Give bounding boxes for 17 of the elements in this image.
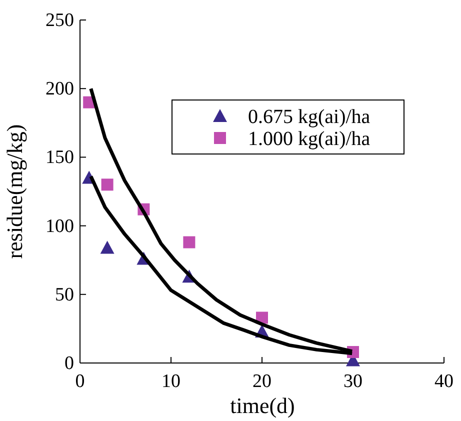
y-tick-label: 0: [64, 353, 74, 374]
y-tick-label: 200: [46, 78, 74, 100]
point: [183, 236, 196, 248]
point: [101, 178, 114, 191]
x-tick-label: 10: [162, 371, 180, 392]
point: [100, 240, 114, 254]
legend-label: 1.000 kg(ai)/ha: [248, 128, 370, 150]
y-tick-label: 250: [46, 10, 74, 31]
y-axis-title: residue(mg/kg): [2, 124, 27, 259]
x-tick-label: 20: [252, 371, 272, 392]
y-tick-label: 100: [46, 216, 74, 237]
x-tick-label: 40: [434, 371, 454, 392]
y-tick-label: 50: [55, 284, 74, 306]
x-tick-label: 30: [344, 371, 362, 392]
x-axis-title: time(d): [230, 393, 295, 418]
y-tick-label: 150: [46, 147, 74, 168]
legend-label: 0.675 kg(ai)/ha: [248, 106, 370, 128]
